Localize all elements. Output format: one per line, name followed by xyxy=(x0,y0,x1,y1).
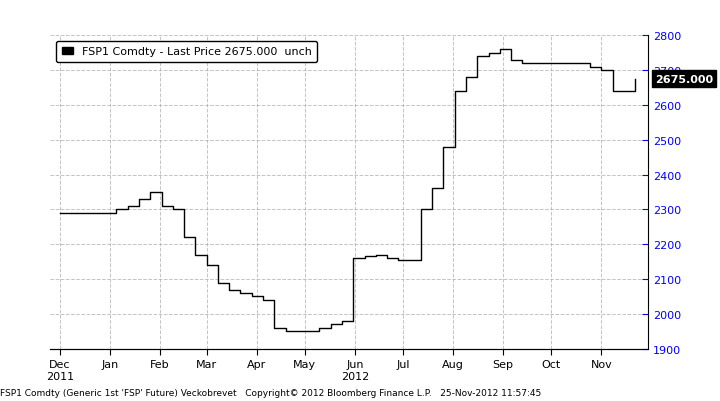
Text: FSP1 Comdty (Generic 1st 'FSP' Future) Veckobrevet   Copyright© 2012 Bloomberg F: FSP1 Comdty (Generic 1st 'FSP' Future) V… xyxy=(0,388,541,397)
Text: 2675.000: 2675.000 xyxy=(655,75,713,85)
Legend: FSP1 Comdty - Last Price 2675.000  unch: FSP1 Comdty - Last Price 2675.000 unch xyxy=(56,42,317,63)
